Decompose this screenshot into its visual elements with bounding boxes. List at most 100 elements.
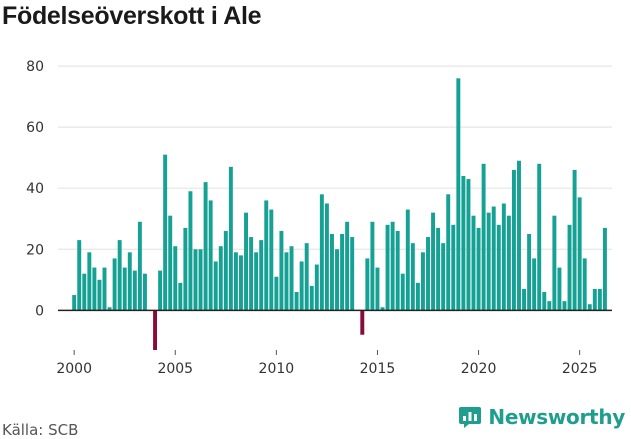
bar [365, 258, 370, 311]
bar [249, 237, 254, 311]
bar [451, 224, 456, 311]
bar [274, 276, 279, 311]
bar [173, 246, 178, 311]
bar [122, 267, 127, 311]
x-tick-label: 2025 [562, 361, 598, 377]
bar [567, 224, 572, 311]
x-tick-label: 2020 [461, 361, 497, 377]
bar [390, 221, 395, 311]
bar [244, 212, 249, 311]
bar [132, 270, 137, 311]
bar [153, 310, 158, 350]
bar [329, 234, 334, 311]
y-tick-label: 20 [26, 242, 44, 258]
bar [375, 267, 380, 311]
bar [491, 206, 496, 311]
bar [203, 182, 208, 311]
bar [269, 209, 274, 311]
bar [562, 301, 567, 311]
bar [117, 240, 122, 311]
bar [360, 310, 365, 335]
bar [456, 78, 461, 311]
bar [345, 221, 350, 311]
x-tick-label: 2000 [56, 361, 92, 377]
bar [496, 224, 501, 311]
x-tick-label: 2015 [360, 361, 396, 377]
bar [264, 200, 269, 311]
bar [501, 203, 506, 311]
bar [188, 191, 193, 311]
bar [304, 243, 309, 311]
bar [527, 234, 532, 311]
brand-logo: Newsworthy [458, 405, 625, 429]
bar [400, 273, 405, 311]
bar [163, 154, 168, 311]
bar [517, 160, 521, 311]
bar [233, 252, 238, 311]
bar [319, 194, 324, 311]
bar [97, 279, 102, 311]
bar [102, 267, 107, 311]
bar [481, 163, 486, 311]
bar [183, 227, 188, 311]
bar [592, 288, 597, 311]
bar [168, 215, 173, 311]
bar [557, 267, 562, 311]
bar-chart-speech-bubble-icon [459, 407, 482, 428]
bar [335, 249, 339, 311]
bar [137, 221, 142, 311]
bar [385, 224, 390, 311]
bar [405, 209, 410, 311]
bar [597, 288, 602, 311]
bar [415, 282, 420, 311]
bar [441, 243, 446, 311]
brand-name: Newsworthy [488, 405, 625, 429]
bar [107, 307, 112, 311]
bar [82, 273, 87, 311]
bar [92, 267, 97, 311]
bar [198, 249, 203, 311]
bar [542, 292, 547, 311]
bar [395, 230, 400, 311]
bar [446, 194, 451, 311]
bar [309, 285, 314, 311]
bar [178, 282, 183, 311]
bar [213, 261, 218, 311]
y-tick-label: 0 [35, 303, 44, 319]
bar [552, 215, 557, 311]
bar [547, 301, 552, 311]
bar [506, 215, 511, 311]
y-tick-label: 80 [26, 59, 44, 75]
bar [158, 270, 163, 311]
bar [370, 221, 375, 311]
bar [522, 288, 527, 311]
bar [239, 255, 243, 311]
bar [112, 258, 117, 311]
bar [279, 230, 284, 311]
bar [420, 252, 425, 311]
x-tick-label: 2010 [259, 361, 295, 377]
bar [426, 237, 430, 311]
x-tick-label: 2005 [157, 361, 193, 377]
bar [436, 227, 441, 311]
bar [142, 273, 147, 311]
bar [87, 252, 92, 311]
bar [461, 176, 466, 311]
bar [254, 252, 259, 311]
axes: 0 20 40 60 80 2000 2005 2010 2015 2020 2025 [26, 59, 612, 377]
y-tick-label: 40 [26, 181, 44, 197]
y-tick-label: 60 [26, 120, 44, 136]
bar [208, 200, 213, 311]
bar [577, 197, 582, 311]
bar [299, 261, 304, 311]
bar [289, 246, 294, 311]
bar [537, 163, 542, 311]
bar [380, 307, 385, 311]
chart-title: Födelseöverskott i Ale [2, 2, 262, 30]
bar [259, 240, 264, 311]
bar [314, 264, 319, 311]
source-note: Källa: SCB [2, 421, 79, 439]
bar [486, 212, 491, 311]
bars [72, 78, 607, 350]
bar [77, 240, 82, 311]
